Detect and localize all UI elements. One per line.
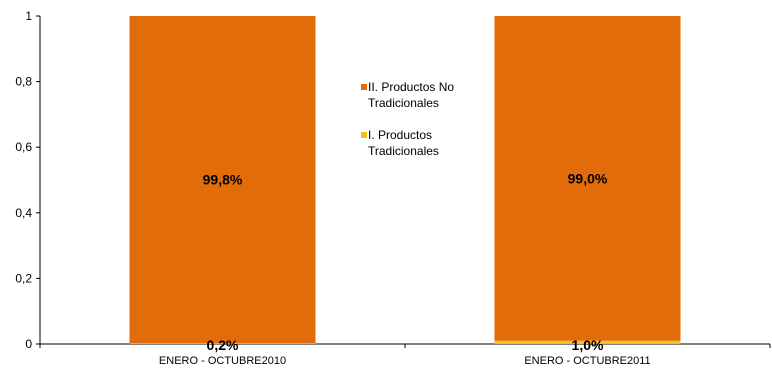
y-tick-label: 0,8 — [15, 75, 32, 89]
x-category-label: ENERO - OCTUBRE2011 — [524, 355, 650, 367]
legend-label: Tradicionales — [368, 96, 439, 110]
bars — [129, 16, 681, 344]
bar-segment — [129, 16, 316, 344]
bar-segment — [494, 340, 681, 344]
legend-label: Tradicionales — [368, 144, 439, 158]
x-category-label: ENERO - OCTUBRE2010 — [159, 355, 286, 367]
data-label: 99,8% — [203, 172, 243, 188]
data-labels: 0,2% 99,8% 1,0% 99,0% — [203, 170, 608, 353]
bar-segment — [129, 343, 316, 344]
y-tick-label: 0,6 — [15, 140, 32, 154]
bar-segment — [494, 16, 681, 341]
data-label: 0,2% — [207, 337, 239, 353]
legend-label: II. Productos No — [368, 80, 454, 94]
legend-label: I. Productos — [368, 128, 432, 142]
y-tick-label: 1 — [25, 9, 32, 23]
y-tick-label: 0,4 — [15, 206, 32, 220]
data-label: 99,0% — [568, 170, 608, 186]
legend-swatch — [361, 84, 367, 90]
data-label: 1,0% — [572, 337, 604, 353]
legend-swatch — [361, 132, 367, 138]
y-tick-label: 0,2 — [15, 271, 32, 285]
y-tick-label: 0 — [25, 337, 32, 351]
legend: II. Productos No Tradicionales I. Producto… — [361, 80, 454, 158]
